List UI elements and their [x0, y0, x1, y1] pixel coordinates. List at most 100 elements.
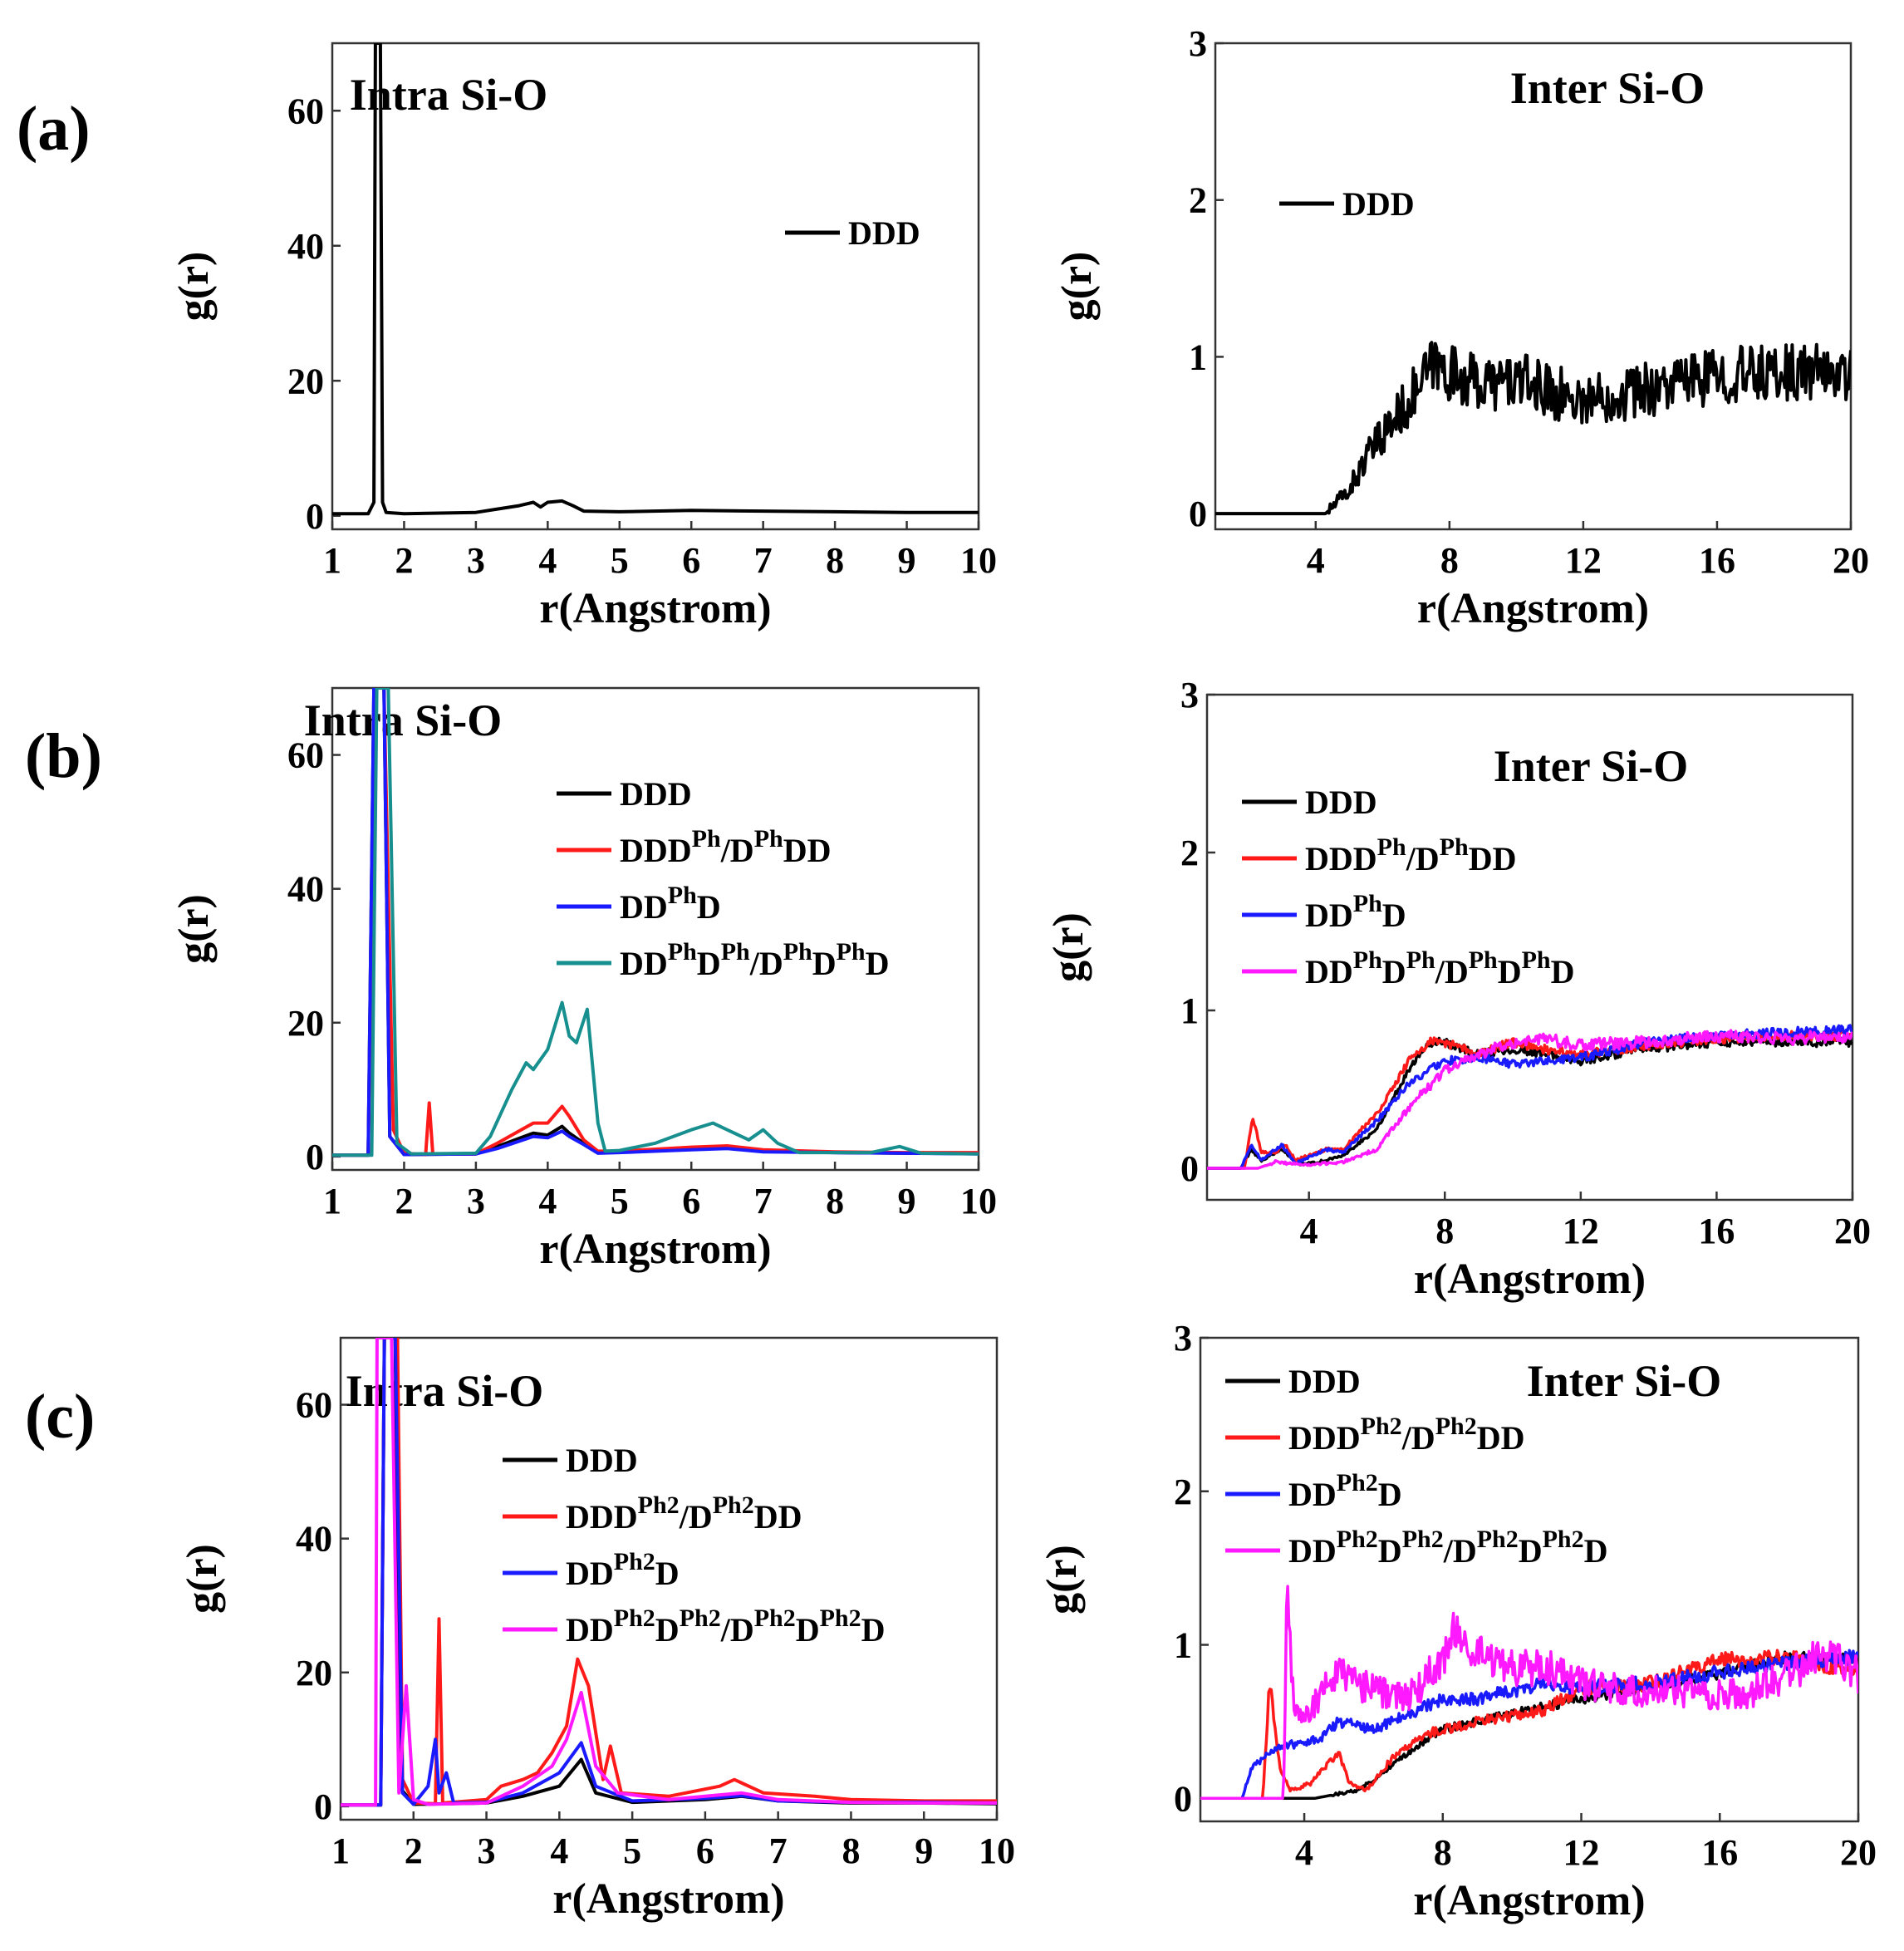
c-intra-series-group	[341, 1338, 997, 1807]
a-intra-xtick-label: 9	[898, 540, 916, 581]
b-intra-xtick-label: 3	[467, 1181, 485, 1221]
c-intra-ytick-label: 60	[296, 1385, 332, 1426]
c-intra-legend-label: DDDPh2/DPh2DD	[566, 1492, 802, 1536]
c-intra-xtick-label: 4	[550, 1831, 568, 1871]
a-intra-xtick-label: 7	[754, 540, 773, 581]
b-intra-legend-label: DDPhDPh/DPhDPhD	[620, 938, 890, 982]
c-intra-series-line	[341, 1338, 997, 1807]
c-intra-legend-label: DDPh2DPh2/DPh2DPh2D	[566, 1605, 886, 1649]
b-intra-ytick-label: 20	[287, 1003, 324, 1044]
c-inter-ytick-label: 2	[1174, 1472, 1192, 1512]
b-inter-plot-frame	[1205, 693, 1854, 1202]
b-inter-ytick-label: 0	[1180, 1148, 1199, 1189]
a-intra-xtick-label: 5	[611, 540, 629, 581]
b-inter-title: Inter Si-O	[1494, 741, 1689, 791]
b-intra-plot-frame	[331, 686, 980, 1172]
a-intra-legend-label: DDD	[848, 214, 920, 252]
a-intra-ytick-label: 20	[287, 361, 324, 401]
a-inter-title: Inter Si-O	[1510, 63, 1705, 113]
a-intra-plot-frame	[331, 42, 980, 531]
c-intra-xtick-label: 10	[979, 1831, 1015, 1871]
a-intra-xtick-label: 10	[960, 540, 997, 581]
b-intra-xtick-label: 1	[323, 1181, 341, 1221]
c-inter-ylabel: g(r)	[1038, 1545, 1086, 1614]
c-intra-ylabel: g(r)	[179, 1544, 226, 1614]
b-intra-title: Intra Si-O	[304, 695, 503, 745]
c-intra-ytick-label: 40	[296, 1519, 332, 1560]
b-inter-xtick-label: 8	[1435, 1211, 1454, 1251]
c-inter-ytick-label: 1	[1174, 1625, 1192, 1666]
a-intra-xtick-label: 2	[395, 540, 413, 581]
a-intra-xtick-label: 6	[682, 540, 700, 581]
a-inter-ylabel: g(r)	[1053, 252, 1101, 322]
a-intra-xtick-label: 8	[826, 540, 844, 581]
b-inter-legend-label: DDPhD	[1305, 890, 1406, 934]
b-intra-ylabel: g(r)	[170, 894, 218, 964]
c-inter-legend-label: DDD	[1288, 1363, 1361, 1400]
a-intra-xtick-label: 3	[467, 540, 485, 581]
b-inter-ytick-label: 1	[1180, 990, 1199, 1031]
a-intra-ytick-label: 0	[306, 496, 324, 537]
c-inter-xtick-label: 12	[1563, 1832, 1600, 1873]
panel-label-a: (a)	[17, 94, 91, 164]
c-intra-xtick-label: 2	[405, 1831, 423, 1871]
a-inter-ytick-label: 1	[1189, 337, 1207, 377]
c-inter-xlabel: r(Angstrom)	[1413, 1877, 1645, 1924]
b-inter-ytick-label: 3	[1180, 675, 1199, 715]
c-inter-xtick-label: 4	[1295, 1832, 1313, 1873]
a-intra-xtick-label: 1	[323, 540, 341, 581]
b-intra-series-line	[332, 688, 979, 1157]
c-intra-plot-frame	[339, 1336, 999, 1821]
a-intra-ytick-label: 40	[287, 226, 324, 267]
b-inter-legend-label: DDPhDPh/DPhDPhD	[1305, 946, 1575, 990]
a-inter-ytick-label: 3	[1189, 23, 1207, 64]
b-inter-xtick-label: 4	[1300, 1211, 1318, 1251]
c-inter-xtick-label: 16	[1701, 1832, 1738, 1873]
c-inter-title: Inter Si-O	[1527, 1356, 1722, 1406]
b-intra-xtick-label: 10	[960, 1181, 997, 1221]
b-intra-xtick-label: 9	[898, 1181, 916, 1221]
b-inter-series-line	[1207, 1035, 1852, 1170]
c-intra-xlabel: r(Angstrom)	[552, 1875, 784, 1923]
a-inter-xtick-label: 12	[1565, 540, 1602, 581]
c-inter-xtick-label: 8	[1434, 1832, 1452, 1873]
c-inter-ytick-label: 0	[1174, 1778, 1192, 1819]
b-inter-xtick-label: 16	[1698, 1211, 1735, 1251]
c-inter-series-line	[1200, 1650, 1858, 1801]
c-intra-xtick-label: 9	[915, 1831, 933, 1871]
c-intra-series-line	[341, 1338, 997, 1807]
chart-c-intra: 1 2 3 4 5 6 7 8 9 10 0 20 40 60 r(Angstrom) g(r) Intra S…	[179, 1336, 1015, 1923]
a-inter-xtick-label: 20	[1833, 540, 1869, 581]
b-intra-xtick-label: 2	[395, 1181, 413, 1221]
c-intra-xtick-label: 1	[331, 1831, 350, 1871]
c-intra-xtick-label: 3	[478, 1831, 496, 1871]
c-inter-legend-label: DDPh2D	[1288, 1469, 1402, 1513]
b-inter-series-group	[1207, 1024, 1852, 1170]
b-inter-xlabel: r(Angstrom)	[1414, 1256, 1646, 1303]
b-intra-xtick-label: 5	[611, 1181, 629, 1221]
b-intra-xtick-label: 4	[538, 1181, 557, 1221]
b-inter-series-line	[1207, 1029, 1852, 1170]
chart-b-intra: 1 2 3 4 5 6 7 8 9 10 0 20 40 60 r(Angstrom) g(r) Intra S…	[170, 686, 997, 1273]
c-intra-legend-label: DDD	[566, 1442, 638, 1479]
c-inter-plot-frame	[1199, 1336, 1860, 1823]
b-intra-ytick-label: 0	[306, 1137, 324, 1177]
c-intra-xtick-label: 5	[623, 1831, 641, 1871]
b-inter-xtick-label: 12	[1563, 1211, 1599, 1251]
b-inter-ytick-label: 2	[1180, 833, 1199, 873]
c-inter-legend-label: DDDPh2/DPh2DD	[1288, 1413, 1524, 1457]
b-intra-xtick-label: 6	[682, 1181, 700, 1221]
c-inter-series-group	[1200, 1585, 1858, 1801]
b-intra-xlabel: r(Angstrom)	[539, 1226, 771, 1273]
c-intra-title: Intra Si-O	[346, 1366, 544, 1416]
a-intra-ytick-label: 60	[287, 91, 324, 131]
chart-a-intra: 1 2 3 4 5 6 7 8 9 10 0 20 40 60 r(Angstrom) g(r) Intra S…	[170, 42, 997, 632]
a-intra-ylabel: g(r)	[170, 252, 218, 322]
a-inter-xtick-label: 16	[1699, 540, 1735, 581]
b-intra-legend-label: DDD	[620, 775, 692, 813]
c-intra-xtick-label: 6	[696, 1831, 714, 1871]
b-inter-ylabel: g(r)	[1045, 912, 1092, 982]
a-intra-series-group	[332, 43, 979, 516]
c-intra-ytick-label: 20	[296, 1653, 332, 1693]
